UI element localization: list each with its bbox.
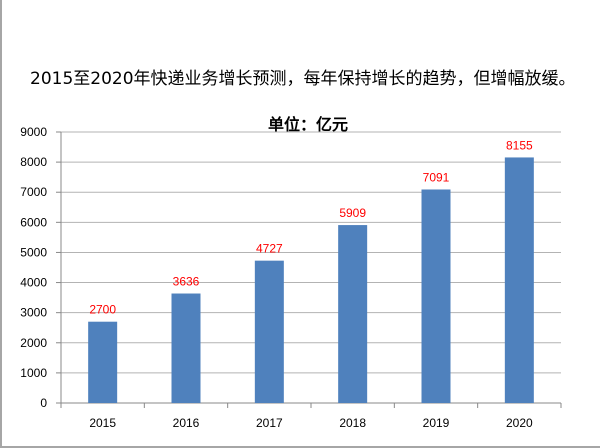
y-tick-label: 3000 <box>20 306 47 320</box>
x-tick-label: 2015 <box>89 416 116 430</box>
bar-2018 <box>338 225 368 403</box>
y-tick-label: 0 <box>40 396 47 410</box>
data-label: 4727 <box>256 242 283 256</box>
data-label: 3636 <box>173 275 200 289</box>
headline: 2015至2020年快递业务增长预测，每年保持增长的趋势，但增幅放缓。 <box>30 69 576 89</box>
y-tick-label: 5000 <box>20 245 47 259</box>
chart-title: 单位：亿元 <box>268 115 348 134</box>
y-tick-label: 7000 <box>20 185 47 199</box>
x-tick-label: 2020 <box>506 416 533 430</box>
bar-2015 <box>88 321 118 403</box>
data-label: 5909 <box>339 206 366 220</box>
x-tick-label: 2018 <box>339 416 366 430</box>
x-tick-label: 2017 <box>256 416 283 430</box>
x-tick-label: 2016 <box>173 416 200 430</box>
y-tick-label: 1000 <box>20 366 47 380</box>
y-tick-label: 9000 <box>20 125 47 139</box>
y-tick-label: 2000 <box>20 336 47 350</box>
data-label: 7091 <box>423 170 450 184</box>
bar-2016 <box>171 293 201 403</box>
y-tick-label: 8000 <box>20 155 47 169</box>
y-tick-label: 4000 <box>20 276 47 290</box>
y-tick-label: 6000 <box>20 215 47 229</box>
bar-2020 <box>504 157 534 403</box>
data-label: 8155 <box>506 138 533 152</box>
data-label: 2700 <box>89 303 116 317</box>
x-tick-label: 2019 <box>423 416 450 430</box>
bar-2019 <box>421 189 451 403</box>
bar-2017 <box>254 260 284 403</box>
